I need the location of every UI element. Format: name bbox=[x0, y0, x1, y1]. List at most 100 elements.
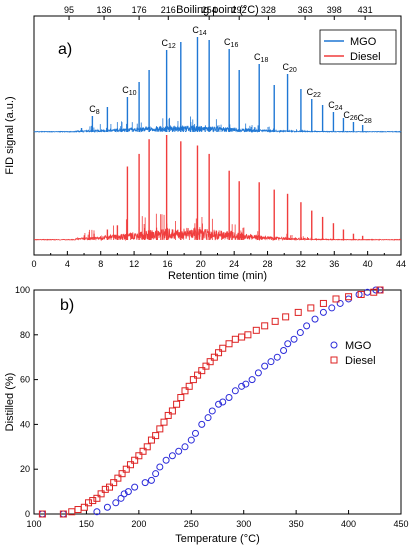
top-axis-ticks: 95 136 176 216 254 292 328 363 398 431 bbox=[64, 5, 373, 20]
point-diesel bbox=[118, 470, 126, 478]
point-diesel bbox=[93, 494, 101, 502]
point-diesel bbox=[206, 358, 214, 366]
top-tick-label: 95 bbox=[64, 5, 74, 15]
x-tick-label: 36 bbox=[329, 259, 339, 269]
point-mgo bbox=[355, 290, 363, 298]
point-diesel bbox=[122, 465, 130, 473]
point-mgo bbox=[290, 335, 298, 343]
x-tick-label: 20 bbox=[196, 259, 206, 269]
point-diesel bbox=[135, 452, 143, 460]
point-diesel bbox=[307, 304, 315, 312]
x-tick-label: 300 bbox=[236, 519, 251, 529]
panel-b-frame bbox=[33, 289, 402, 515]
peak-label: C18 bbox=[254, 52, 268, 64]
chromatogram-traces bbox=[33, 37, 402, 242]
y-tick-label: 0 bbox=[25, 509, 30, 519]
y-tick-label: 20 bbox=[20, 464, 30, 474]
point-mgo bbox=[168, 452, 176, 460]
distillation-panel: 100 150 200 250 300 350 400 450 0 20 40 60 80 100 b)… bbox=[4, 285, 409, 545]
point-diesel bbox=[332, 295, 340, 303]
point-diesel bbox=[38, 510, 46, 518]
point-diesel bbox=[215, 349, 223, 357]
point-diesel bbox=[74, 506, 82, 514]
point-diesel bbox=[147, 436, 155, 444]
point-diesel bbox=[173, 400, 181, 408]
point-diesel bbox=[238, 333, 246, 341]
point-diesel bbox=[59, 510, 67, 518]
point-mgo bbox=[208, 407, 216, 415]
point-diesel bbox=[194, 371, 202, 379]
top-tick-label: 398 bbox=[327, 5, 342, 15]
top-tick-label: 363 bbox=[298, 5, 313, 15]
peak-label: C26 bbox=[343, 110, 357, 122]
x-tick-label: 400 bbox=[341, 519, 356, 529]
point-diesel bbox=[219, 344, 227, 352]
peak-label: C24 bbox=[328, 100, 342, 112]
point-mgo bbox=[284, 340, 292, 348]
point-mgo bbox=[181, 443, 189, 451]
y-tick-label: 100 bbox=[15, 285, 30, 295]
point-mgo bbox=[156, 463, 164, 471]
top-tick-label: 176 bbox=[132, 5, 147, 15]
point-mgo bbox=[267, 358, 275, 366]
point-diesel bbox=[177, 394, 185, 402]
peak-label: C10 bbox=[122, 85, 136, 97]
point-mgo bbox=[215, 400, 223, 408]
point-diesel bbox=[185, 382, 193, 390]
point-diesel bbox=[131, 456, 139, 464]
point-diesel bbox=[97, 490, 105, 498]
point-mgo bbox=[152, 470, 160, 478]
point-diesel bbox=[225, 340, 233, 348]
point-mgo bbox=[248, 376, 256, 384]
x-tick-label: 44 bbox=[396, 259, 406, 269]
point-mgo bbox=[103, 503, 111, 511]
x-tick-label: 32 bbox=[296, 259, 306, 269]
top-tick-label: 431 bbox=[358, 5, 373, 15]
x-tick-label: 100 bbox=[26, 519, 41, 529]
x-tick-label: 8 bbox=[98, 259, 103, 269]
point-mgo bbox=[238, 382, 246, 390]
point-mgo bbox=[147, 476, 155, 484]
point-diesel bbox=[156, 425, 164, 433]
x-tick-label: 40 bbox=[363, 259, 373, 269]
x-tick-label: 200 bbox=[131, 519, 146, 529]
x-axis-label: Retention time (min) bbox=[168, 270, 267, 282]
point-diesel bbox=[244, 331, 252, 339]
point-diesel bbox=[160, 418, 168, 426]
point-diesel bbox=[143, 443, 151, 451]
point-diesel bbox=[126, 461, 134, 469]
x-tick-label: 0 bbox=[31, 259, 36, 269]
point-mgo bbox=[242, 380, 250, 388]
top-tick-label: 136 bbox=[97, 5, 112, 15]
point-mgo bbox=[191, 429, 199, 437]
x-tick-label: 28 bbox=[263, 259, 273, 269]
point-mgo bbox=[303, 322, 311, 330]
x-tick-label: 12 bbox=[129, 259, 139, 269]
point-mgo bbox=[120, 490, 128, 498]
point-diesel bbox=[202, 362, 210, 370]
y-tick-label: 40 bbox=[20, 419, 30, 429]
y-axis-ticks: 0 20 40 60 80 100 bbox=[15, 285, 38, 519]
point-mgo bbox=[175, 447, 183, 455]
point-mgo bbox=[219, 398, 227, 406]
peak-label: C8 bbox=[89, 104, 100, 116]
point-diesel bbox=[376, 286, 384, 294]
point-diesel bbox=[319, 299, 327, 307]
point-mgo bbox=[112, 499, 120, 507]
point-diesel bbox=[294, 308, 302, 316]
legend: MGO Diesel bbox=[330, 340, 376, 367]
point-diesel bbox=[164, 411, 172, 419]
point-diesel bbox=[198, 367, 206, 375]
peak-label: C20 bbox=[282, 62, 296, 74]
x-tick-label: 150 bbox=[79, 519, 94, 529]
point-mgo bbox=[131, 483, 139, 491]
peak-label: C14 bbox=[192, 25, 206, 37]
y-axis-label: Distilled (%) bbox=[4, 373, 16, 432]
peak-label: C12 bbox=[161, 38, 175, 50]
point-diesel bbox=[282, 313, 290, 321]
point-mgo bbox=[225, 394, 233, 402]
legend-label-mgo: MGO bbox=[350, 36, 377, 48]
point-mgo bbox=[328, 304, 336, 312]
point-diesel bbox=[181, 387, 189, 395]
